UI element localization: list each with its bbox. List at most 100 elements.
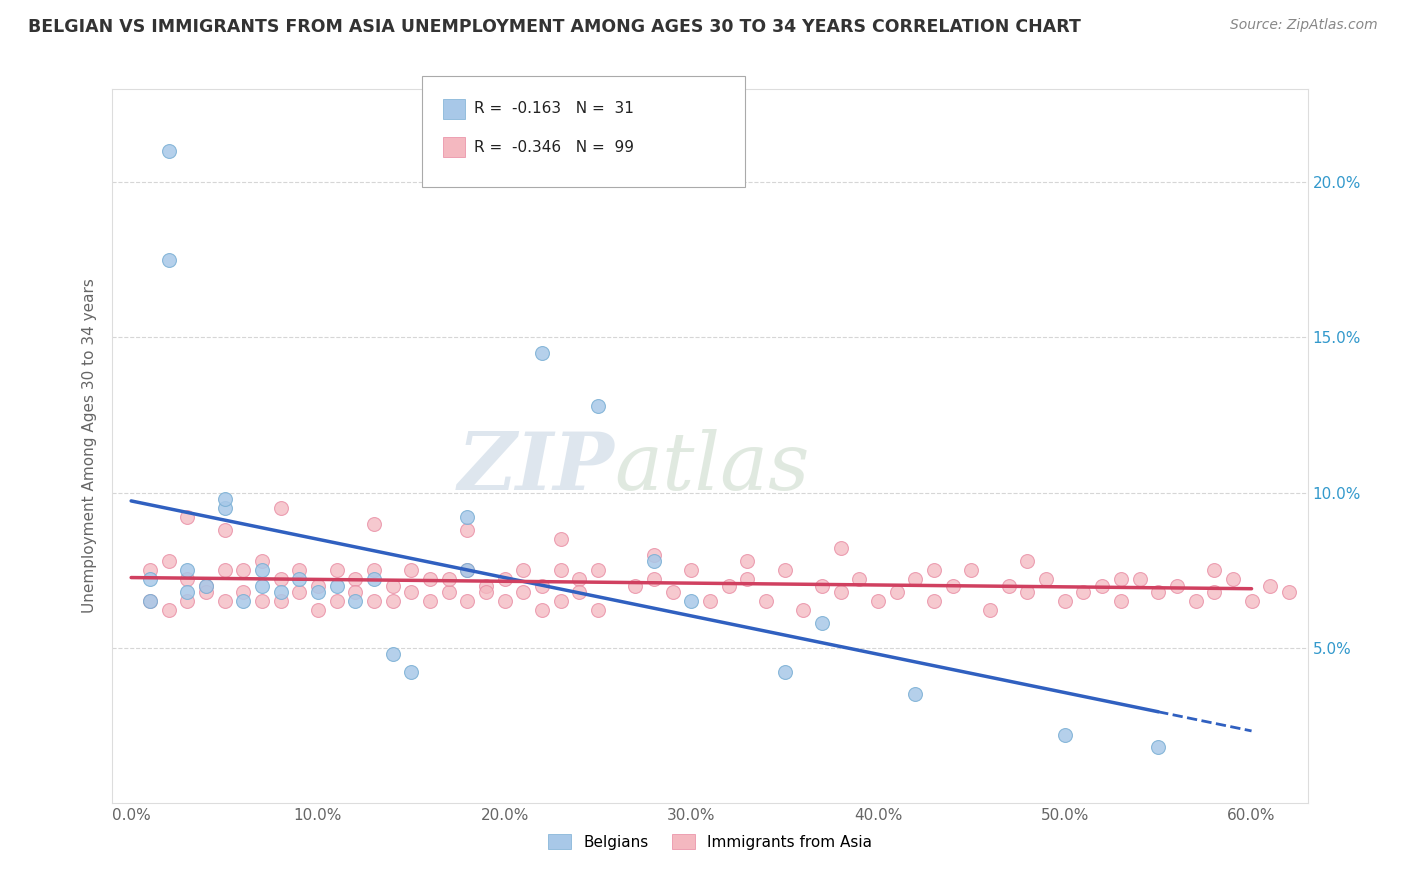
Point: [699, 594, 721, 608]
Point: [1091, 579, 1114, 593]
Point: [194, 579, 217, 593]
Point: [512, 584, 534, 599]
Text: atlas: atlas: [614, 429, 810, 506]
Point: [1166, 579, 1188, 593]
Point: [307, 579, 329, 593]
Point: [550, 563, 572, 577]
Point: [381, 594, 404, 608]
Point: [344, 594, 367, 608]
Point: [325, 563, 347, 577]
Point: [344, 584, 367, 599]
Point: [1109, 573, 1132, 587]
Point: [214, 491, 236, 506]
Point: [363, 594, 385, 608]
Point: [942, 579, 965, 593]
Point: [344, 573, 367, 587]
Point: [157, 603, 180, 617]
Text: R =  -0.346   N =  99: R = -0.346 N = 99: [474, 140, 634, 154]
Point: [1053, 594, 1076, 608]
Point: [419, 594, 441, 608]
Point: [157, 252, 180, 267]
Point: [1240, 594, 1263, 608]
Point: [381, 647, 404, 661]
Point: [139, 573, 162, 587]
Point: [475, 579, 498, 593]
Point: [325, 594, 347, 608]
Point: [307, 584, 329, 599]
Point: [643, 573, 665, 587]
Point: [288, 584, 311, 599]
Point: [363, 516, 385, 531]
Point: [270, 501, 292, 516]
Point: [530, 603, 553, 617]
Point: [550, 594, 572, 608]
Point: [270, 584, 292, 599]
Point: [1147, 584, 1170, 599]
Point: [643, 548, 665, 562]
Point: [773, 563, 796, 577]
Point: [176, 510, 198, 524]
Point: [512, 563, 534, 577]
Point: [1147, 739, 1170, 754]
Point: [1204, 563, 1226, 577]
Point: [922, 594, 945, 608]
Point: [530, 579, 553, 593]
Point: [1278, 584, 1301, 599]
Point: [176, 594, 198, 608]
Point: [773, 665, 796, 680]
Point: [214, 594, 236, 608]
Point: [157, 145, 180, 159]
Point: [437, 573, 460, 587]
Point: [363, 573, 385, 587]
Text: BELGIAN VS IMMIGRANTS FROM ASIA UNEMPLOYMENT AMONG AGES 30 TO 34 YEARS CORRELATI: BELGIAN VS IMMIGRANTS FROM ASIA UNEMPLOY…: [28, 18, 1081, 36]
Text: Source: ZipAtlas.com: Source: ZipAtlas.com: [1230, 18, 1378, 32]
Point: [363, 563, 385, 577]
Point: [922, 563, 945, 577]
Point: [830, 584, 852, 599]
Point: [643, 554, 665, 568]
Point: [419, 573, 441, 587]
Point: [139, 563, 162, 577]
Point: [307, 603, 329, 617]
Point: [232, 584, 254, 599]
Point: [437, 584, 460, 599]
Point: [456, 523, 478, 537]
Point: [1258, 579, 1281, 593]
Point: [904, 687, 927, 701]
Point: [176, 573, 198, 587]
Point: [494, 573, 516, 587]
Point: [232, 594, 254, 608]
Point: [530, 346, 553, 360]
Point: [1073, 584, 1095, 599]
Point: [568, 584, 591, 599]
Point: [157, 554, 180, 568]
Y-axis label: Unemployment Among Ages 30 to 34 years: Unemployment Among Ages 30 to 34 years: [82, 278, 97, 614]
Point: [401, 563, 423, 577]
Text: R =  -0.163   N =  31: R = -0.163 N = 31: [474, 102, 634, 116]
Point: [214, 563, 236, 577]
Point: [755, 594, 778, 608]
Point: [250, 554, 273, 568]
Point: [176, 584, 198, 599]
Point: [811, 615, 834, 630]
Point: [214, 501, 236, 516]
Point: [456, 563, 478, 577]
Point: [886, 584, 908, 599]
Point: [737, 573, 759, 587]
Point: [214, 523, 236, 537]
Point: [681, 563, 703, 577]
Point: [586, 399, 609, 413]
Point: [979, 603, 1001, 617]
Point: [139, 594, 162, 608]
Point: [381, 579, 404, 593]
Point: [1017, 554, 1039, 568]
Point: [232, 563, 254, 577]
Point: [270, 573, 292, 587]
Point: [586, 563, 609, 577]
Point: [176, 563, 198, 577]
Point: [830, 541, 852, 556]
Point: [1184, 594, 1206, 608]
Point: [868, 594, 890, 608]
Point: [1109, 594, 1132, 608]
Point: [456, 510, 478, 524]
